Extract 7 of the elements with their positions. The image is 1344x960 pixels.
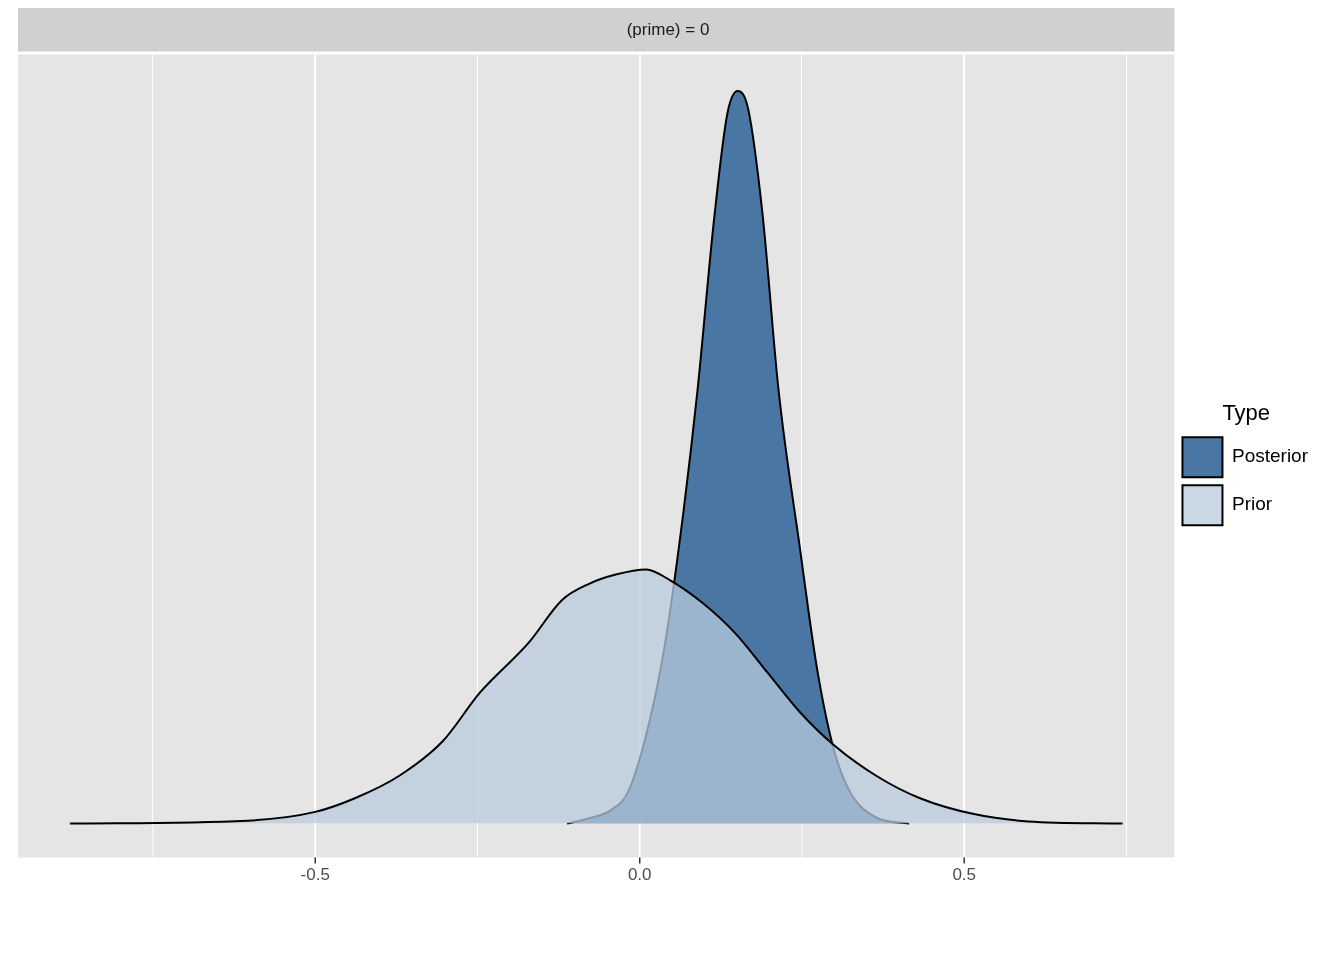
x-tick-label: -0.5: [300, 865, 330, 885]
legend-title: Type: [1222, 399, 1271, 425]
x-tick-label: 0.0: [627, 865, 652, 885]
chart-title: (prime) = 0: [626, 19, 710, 39]
x-tick-label: 0.5: [952, 865, 977, 885]
legend-label: Posterior: [1231, 445, 1309, 467]
legend-label: Prior: [1231, 493, 1273, 515]
